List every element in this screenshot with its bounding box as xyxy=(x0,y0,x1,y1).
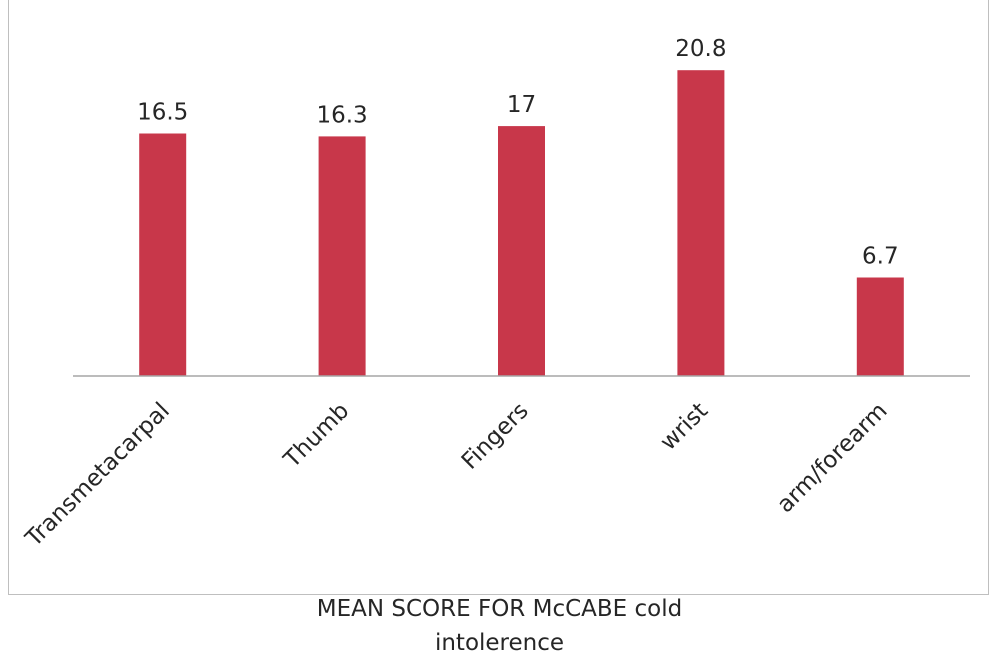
x-tick-label: Fingers xyxy=(457,398,534,475)
bar-wrist xyxy=(677,70,725,376)
x-axis-title-line-1: MEAN SCORE FOR McCABE cold xyxy=(316,596,683,622)
bar-transmetacarpal xyxy=(139,133,187,376)
chart-frame xyxy=(8,0,989,595)
x-tick-label: Thumb xyxy=(279,398,355,474)
value-labels-group: 16.5 16.3 17 20.8 6.7 xyxy=(137,36,898,269)
x-tick-label: arm/forearm xyxy=(772,398,892,518)
data-label: 17 xyxy=(507,92,536,118)
bar-fingers xyxy=(498,126,545,376)
data-label: 16.5 xyxy=(137,100,188,126)
data-label: 6.7 xyxy=(862,244,899,270)
category-labels-group: Transmetacarpal Thumb Fingers wrist arm/fore… xyxy=(20,398,892,553)
bar-thumb xyxy=(318,136,366,376)
x-tick-label: Transmetacarpal xyxy=(20,398,175,553)
bars-group xyxy=(139,70,904,376)
bar-arm-forearm xyxy=(856,277,904,376)
data-label: 20.8 xyxy=(675,36,726,62)
data-label: 16.3 xyxy=(316,102,367,128)
x-axis-title-line-2: intolerence xyxy=(434,630,565,656)
x-tick-label: wrist xyxy=(655,398,713,456)
bar-chart: 16.5 16.3 17 20.8 6.7 Transmetacarpal Thumb Fi… xyxy=(20,36,970,553)
x-axis-title: MEAN SCORE FOR McCABE cold intolerence xyxy=(0,592,999,660)
